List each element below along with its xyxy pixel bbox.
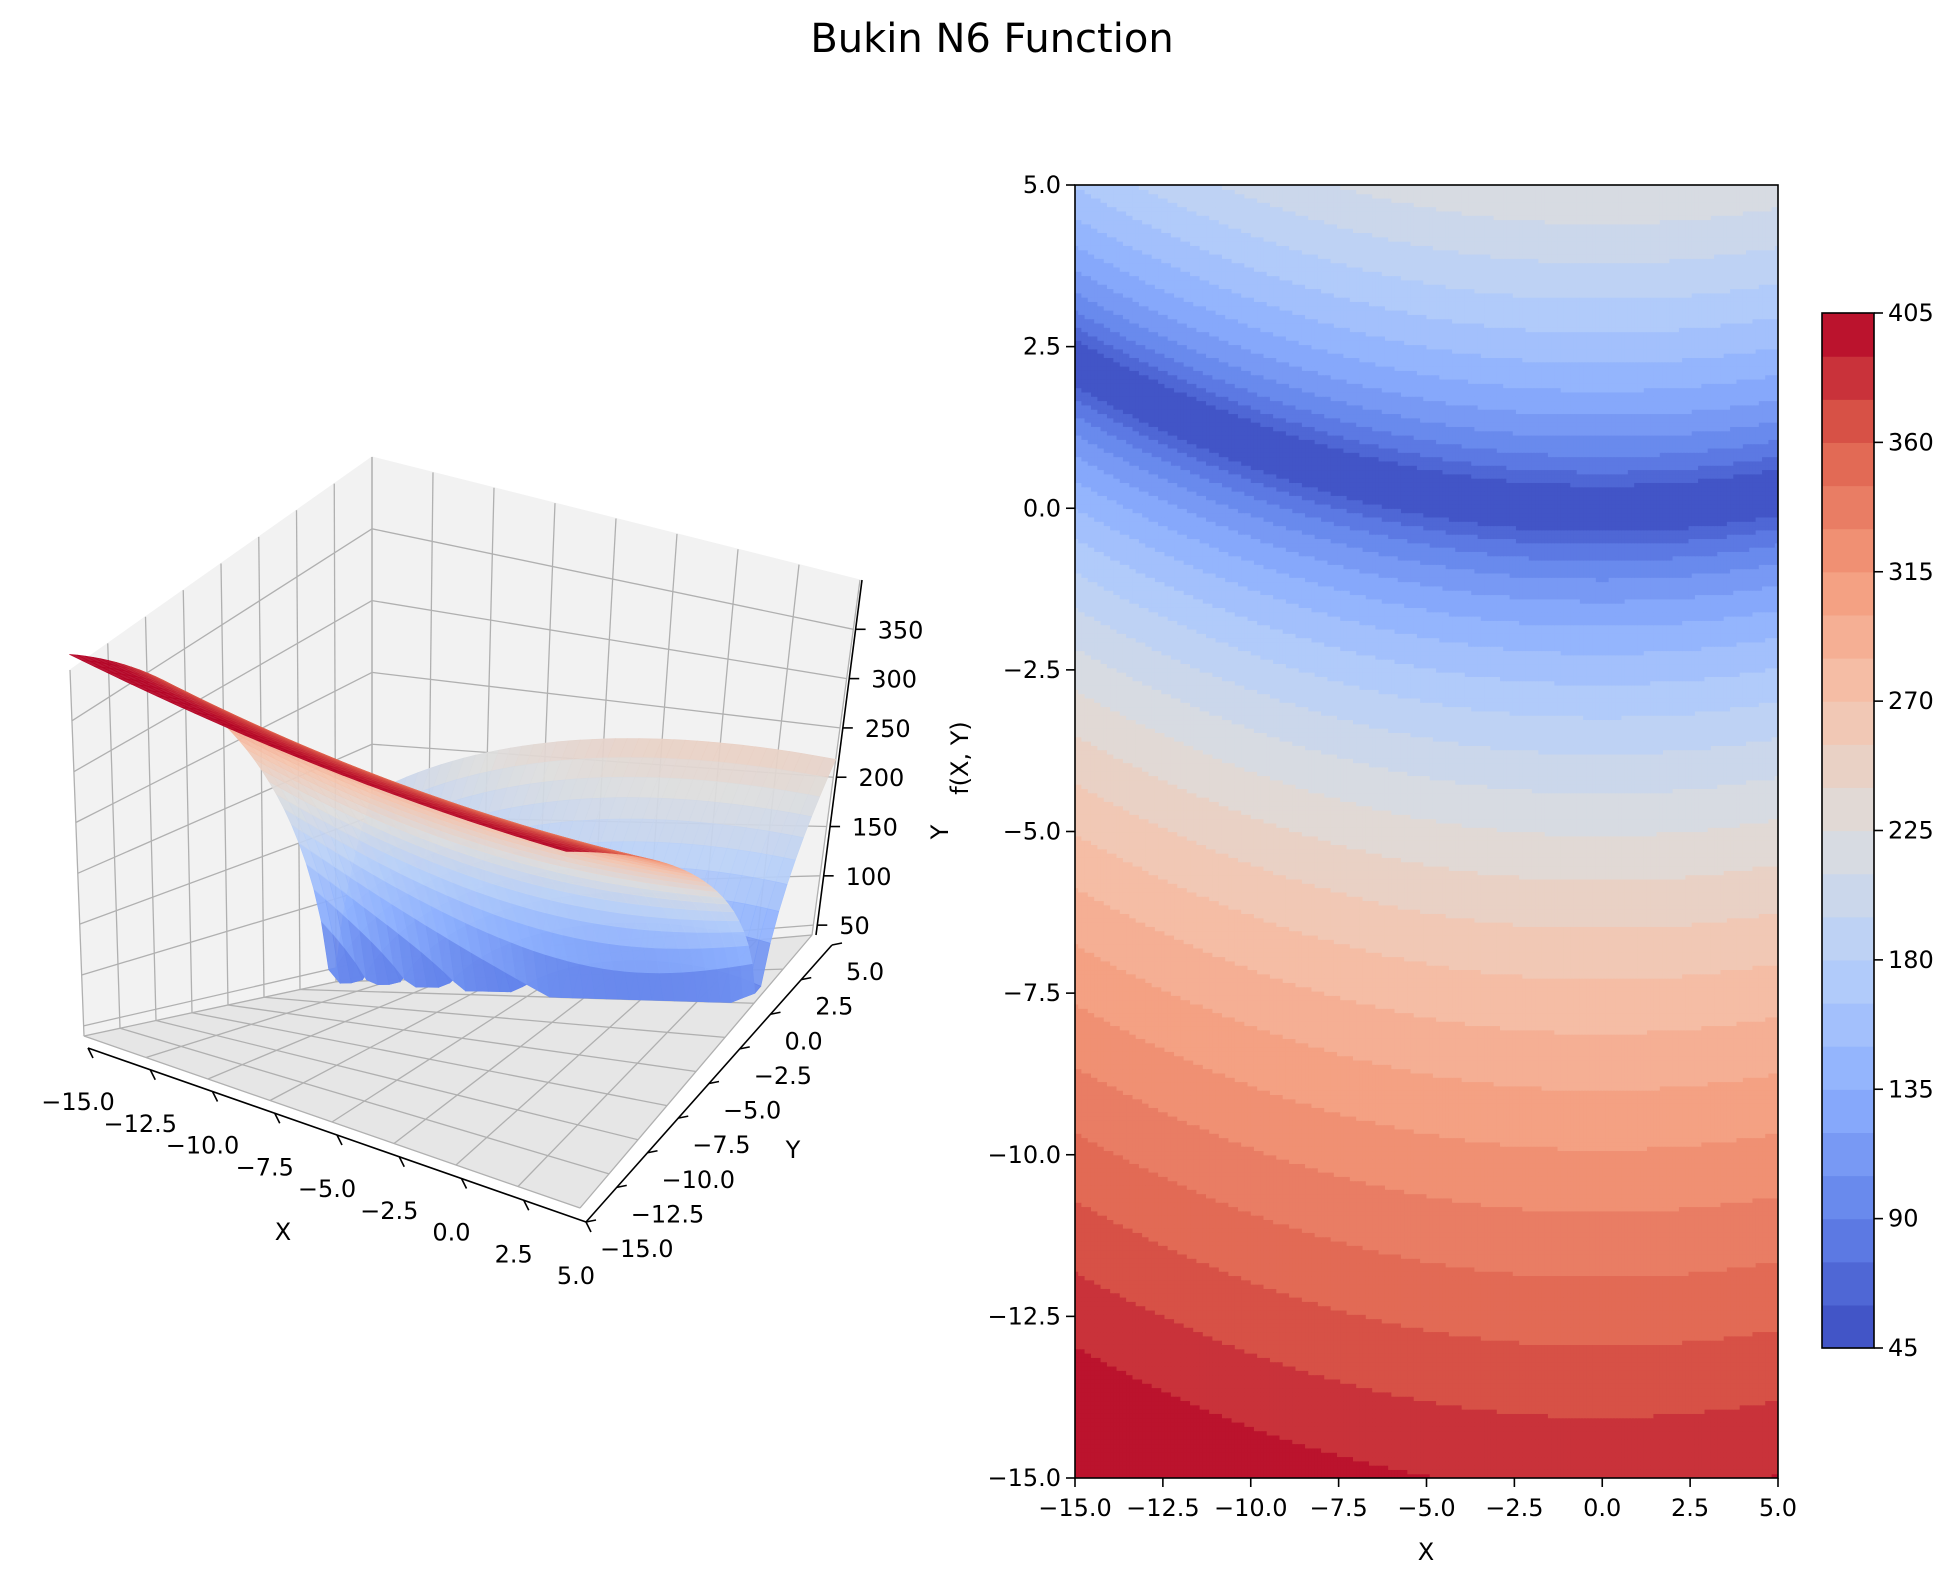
surface-z-tick-label: 100 (846, 863, 892, 891)
surface-z-tick-label: 350 (878, 616, 924, 644)
surface-plot: −15.0−12.5−10.0−7.5−5.0−2.50.02.55.0−15.… (41, 457, 974, 1290)
figure-title: Bukin N6 Function (810, 16, 1173, 62)
surface-y-axis-label-overlap: Y (926, 824, 954, 840)
surface-x-tick-label: −10.0 (166, 1132, 240, 1160)
surface-x-tick-label: 5.0 (557, 1262, 595, 1290)
surface-y-tick-label: 2.5 (815, 993, 853, 1021)
surface-z-tick-label: 150 (852, 814, 898, 842)
surface-y-tick-label: −7.5 (692, 1131, 750, 1159)
surface-x-tick-label: −2.5 (360, 1197, 418, 1225)
surface-y-tick-label: −2.5 (754, 1062, 812, 1090)
surface-y-tick-label: −5.0 (723, 1097, 781, 1125)
contour-plot: −15.0 −12.5 −10.0 −7.5 −5.0 −2.5 0.0 2.5 5.0−15.… (987, 171, 1797, 1566)
surface-z-axis-label: f(X, Y) (946, 721, 974, 795)
surface-z-tick-label: 250 (865, 715, 911, 743)
contour-fill (1075, 185, 1779, 1479)
surface-x-tick-label: −5.0 (298, 1175, 356, 1203)
surface-y-tick-label: −10.0 (662, 1166, 736, 1194)
axis-line (832, 943, 842, 945)
surface-z-tick-label: 50 (839, 912, 870, 940)
surface-y-axis-label: Y (785, 1136, 801, 1164)
surface-x-tick-label: 0.0 (432, 1219, 470, 1247)
surface-x-tick-label: 2.5 (495, 1240, 533, 1268)
axis-line (586, 1222, 591, 1232)
surface-y-tick-label: −12.5 (631, 1200, 705, 1228)
surface-facet (741, 964, 755, 998)
surface-z-tick-label: 300 (871, 666, 917, 694)
surface-z-tick-label: 200 (858, 764, 904, 792)
surface-y-tick-label: 0.0 (785, 1027, 823, 1055)
surface-x-axis-label: X (275, 1218, 291, 1246)
surface-x-tick-label: −7.5 (236, 1153, 294, 1181)
surface-y-tick-label: −15.0 (600, 1235, 674, 1263)
surface-y-tick-label: 5.0 (846, 958, 884, 986)
